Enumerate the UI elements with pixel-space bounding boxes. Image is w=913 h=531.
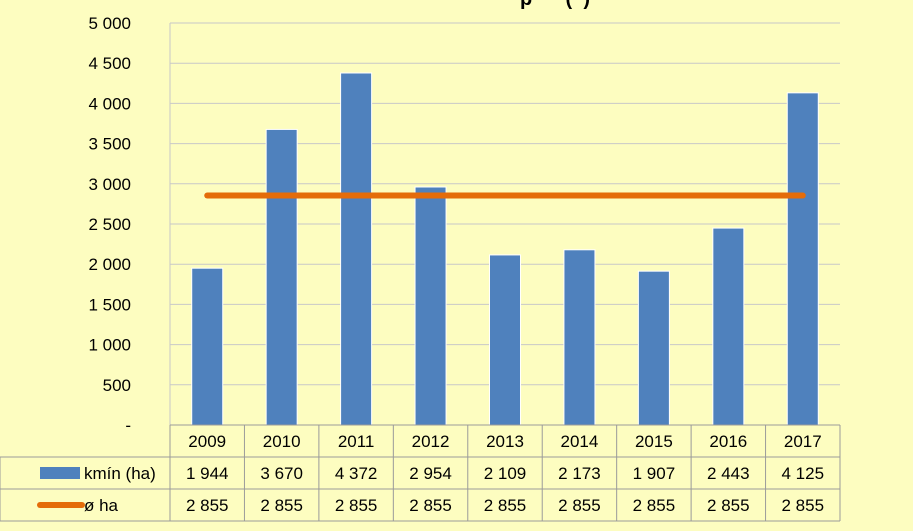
table-value: 2 855 xyxy=(782,496,825,515)
table-value: 2 954 xyxy=(409,464,452,483)
bar xyxy=(192,268,223,425)
y-tick-label: 500 xyxy=(103,376,131,395)
legend-label: kmín (ha) xyxy=(84,464,156,483)
table-value: 2 855 xyxy=(484,496,527,515)
y-tick-label: 1 000 xyxy=(88,336,131,355)
y-axis: - 500 1 000 1 500 2 000 2 500 3 000 3 500 4 000 4… xyxy=(88,14,131,435)
data-table: 2009 2010 2011 2012 2013 2014 2015 2016 2017 kmín… xyxy=(0,424,841,522)
x-tick-label: 2013 xyxy=(486,432,524,451)
table-value: 2 855 xyxy=(260,496,303,515)
table-value: 2 443 xyxy=(707,464,750,483)
x-tick-label: 2010 xyxy=(263,432,301,451)
table-value: 2 855 xyxy=(633,496,676,515)
table-value: 1 944 xyxy=(186,464,229,483)
y-tick-label: 3 000 xyxy=(88,175,131,194)
table-value: 3 670 xyxy=(260,464,303,483)
y-tick-label: 5 000 xyxy=(88,14,131,33)
x-tick-label: 2017 xyxy=(784,432,822,451)
bar xyxy=(564,250,595,425)
x-tick-label: 2015 xyxy=(635,432,673,451)
x-tick-label: 2014 xyxy=(561,432,599,451)
y-tick-label: 3 500 xyxy=(88,135,131,154)
y-tick-label: 4 000 xyxy=(88,94,131,113)
table-value: 4 125 xyxy=(782,464,825,483)
bar xyxy=(787,93,818,425)
y-tick-label: 4 500 xyxy=(88,54,131,73)
chart-title-fragment: p ( ) xyxy=(520,0,590,10)
bar-series xyxy=(191,72,819,425)
bar xyxy=(638,271,669,425)
table-value: 1 907 xyxy=(633,464,676,483)
table-value: 4 372 xyxy=(335,464,378,483)
legend-label: ø ha xyxy=(84,496,119,515)
y-tick-label: 1 500 xyxy=(88,295,131,314)
y-tick-label: 2 500 xyxy=(88,215,131,234)
bar xyxy=(341,73,372,425)
bar xyxy=(490,255,520,425)
y-tick-label: 2 000 xyxy=(88,255,131,274)
x-tick-label: 2016 xyxy=(709,432,747,451)
table-value: 2 855 xyxy=(186,496,229,515)
table-value: 2 855 xyxy=(558,496,601,515)
y-tick-label: - xyxy=(125,416,131,435)
x-tick-label: 2012 xyxy=(412,432,450,451)
x-tick-label: 2009 xyxy=(188,432,226,451)
bar xyxy=(266,129,297,425)
table-value: 2 173 xyxy=(558,464,601,483)
table-value: 2 855 xyxy=(335,496,378,515)
table-value: 2 855 xyxy=(409,496,452,515)
legend-swatch-bar xyxy=(40,467,80,479)
table-value: 2 109 xyxy=(484,464,527,483)
bar xyxy=(713,228,744,425)
table-value: 2 855 xyxy=(707,496,750,515)
bar xyxy=(415,187,446,425)
x-tick-label: 2011 xyxy=(338,432,375,451)
